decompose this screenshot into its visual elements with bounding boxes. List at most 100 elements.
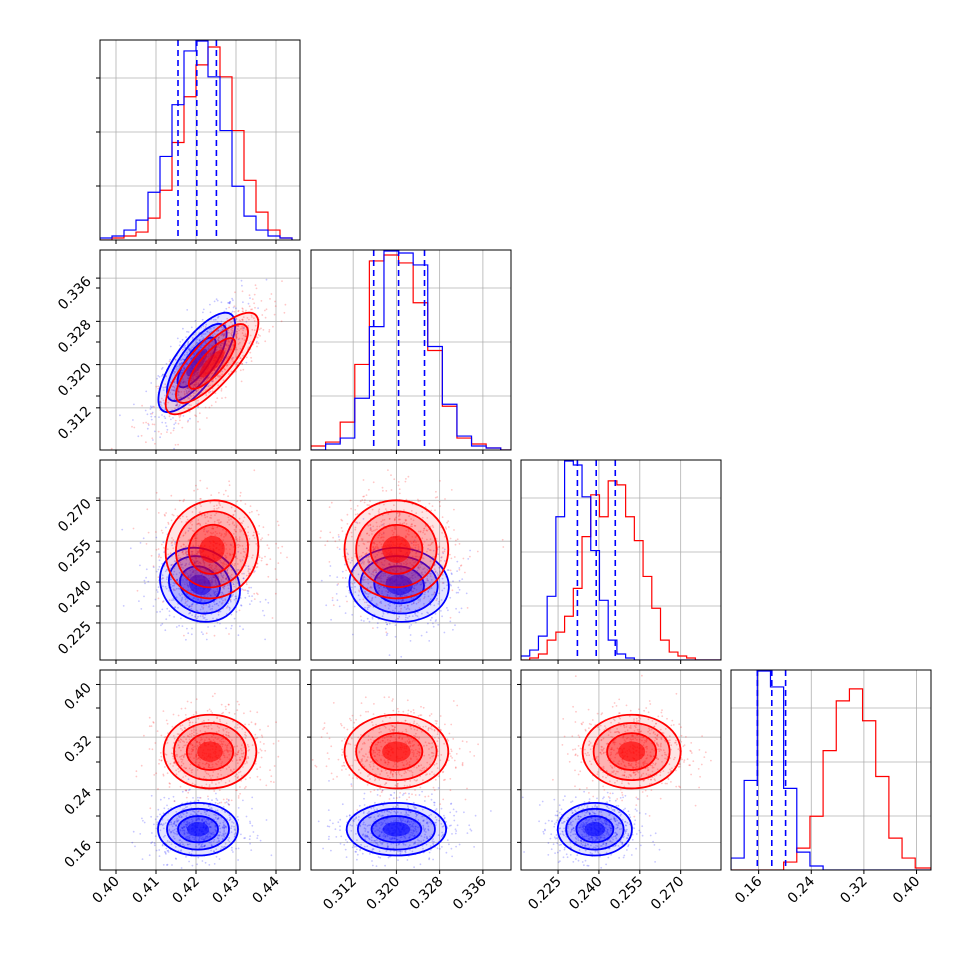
blue-sample-point xyxy=(199,338,202,341)
blue-sample-point xyxy=(205,323,208,326)
blue-sample-point xyxy=(175,626,178,628)
blue-sample-point xyxy=(401,599,404,602)
red-sample-point xyxy=(329,531,332,534)
blue-sample-point xyxy=(248,838,251,841)
panel-contents xyxy=(319,469,505,658)
blue-sample-point xyxy=(256,837,259,839)
blue-sample-point xyxy=(208,826,211,828)
blue-sample-point xyxy=(176,821,178,823)
red-sample-point xyxy=(253,592,256,595)
red-sample-point xyxy=(239,560,242,563)
red-sample-point xyxy=(171,755,174,758)
red-sample-point xyxy=(269,558,272,560)
x-tick-label: 0.24 xyxy=(785,873,818,906)
blue-sample-point xyxy=(263,614,266,617)
red-sample-point xyxy=(249,776,252,779)
blue-sample-point xyxy=(446,607,448,609)
red-sample-point xyxy=(240,529,243,532)
red-sample-point xyxy=(233,305,236,308)
blue-sample-point xyxy=(171,864,173,866)
red-sample-point xyxy=(184,753,187,756)
blue-sample-point xyxy=(214,377,217,380)
red-sample-point xyxy=(220,738,223,741)
red-sample-point xyxy=(236,753,239,756)
blue-sample-point xyxy=(209,563,212,566)
blue-sample-point xyxy=(222,824,225,827)
red-sample-point xyxy=(239,347,242,350)
blue-sample-point xyxy=(168,590,171,592)
red-sample-point xyxy=(204,406,207,409)
blue-sample-point xyxy=(430,587,433,590)
blue-sample-point xyxy=(196,372,198,374)
blue-sample-point xyxy=(252,831,255,833)
blue-sample-point xyxy=(162,864,165,866)
red-sample-point xyxy=(157,387,160,390)
red-sample-point xyxy=(224,599,227,602)
red-sample-point xyxy=(218,726,221,729)
blue-sample-point xyxy=(410,542,413,545)
red-sample-point xyxy=(151,437,154,440)
blue-sample-point xyxy=(161,818,164,821)
blue-sample-point xyxy=(233,583,235,586)
blue-sample-point xyxy=(208,841,211,844)
marginal-frame xyxy=(99,39,301,241)
blue-sample-point xyxy=(203,333,205,335)
red-sample-point xyxy=(212,771,215,773)
red-sample-point xyxy=(184,531,187,534)
blue-sample-point xyxy=(221,827,224,829)
red-sample-point xyxy=(197,523,200,525)
red-sample-point xyxy=(194,414,197,417)
blue-sample-point xyxy=(200,598,203,601)
red-sample-point xyxy=(204,533,207,536)
blue-sample-point xyxy=(165,425,168,428)
red-sample-point xyxy=(191,558,194,561)
blue-sample-point xyxy=(176,365,179,368)
red-sample-point xyxy=(207,725,210,727)
blue-sample-point xyxy=(358,598,361,601)
red-sample-point xyxy=(181,551,184,554)
red-sample-point xyxy=(232,343,235,346)
blue-sample-point xyxy=(175,858,178,860)
red-sample-point xyxy=(230,581,233,584)
red-sample-point xyxy=(226,798,228,800)
blue-sample-point xyxy=(199,796,201,799)
red-sample-point xyxy=(237,546,240,549)
red-sample-point xyxy=(150,554,153,557)
red-sample-point xyxy=(247,756,250,758)
blue-sample-point xyxy=(218,840,221,842)
red-sample-point xyxy=(232,514,235,517)
red-sample-point xyxy=(172,514,175,517)
blue-sample-point xyxy=(181,827,184,830)
blue-sample-point xyxy=(191,375,194,377)
red-sample-point xyxy=(228,803,230,806)
red-sample-point xyxy=(224,332,226,335)
blue-sample-point xyxy=(175,819,178,822)
blue-sample-point xyxy=(212,840,215,843)
blue-sample-point xyxy=(215,592,218,595)
y-tick-label: 0.255 xyxy=(55,537,95,577)
blue-sample-point xyxy=(203,838,205,841)
blue-sample-point xyxy=(214,580,217,582)
blue-sample-point xyxy=(408,627,411,629)
red-sample-point xyxy=(221,745,224,748)
blue-sample-point xyxy=(223,823,225,826)
blue-sample-point xyxy=(264,638,266,641)
blue-sample-point xyxy=(183,829,185,831)
red-sample-point xyxy=(199,739,202,741)
red-sample-point xyxy=(224,557,227,559)
red-sample-point xyxy=(225,749,228,751)
red-sample-point xyxy=(277,524,280,527)
red-sample-point xyxy=(239,491,242,494)
red-sample-point xyxy=(226,727,228,730)
blue-sample-point xyxy=(217,840,220,843)
blue-sample-point xyxy=(440,556,443,559)
blue-sample-point xyxy=(152,439,154,441)
blue-sample-point xyxy=(197,818,199,820)
red-sample-point xyxy=(194,343,197,346)
red-sample-point xyxy=(216,526,219,529)
red-sample-point xyxy=(195,711,198,713)
blue-sample-point xyxy=(220,574,223,577)
red-sample-point xyxy=(183,380,185,383)
blue-sample-point xyxy=(223,836,226,838)
red-sample-point xyxy=(183,583,186,586)
